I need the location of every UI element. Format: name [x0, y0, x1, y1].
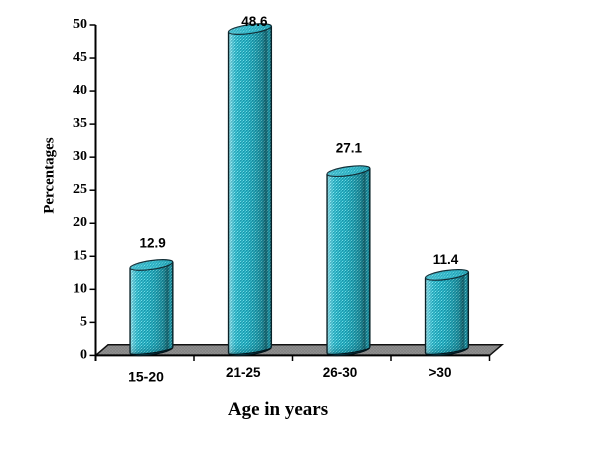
svg-text:12.9: 12.9 [139, 236, 165, 251]
svg-text:45: 45 [73, 50, 87, 65]
svg-text:25: 25 [73, 182, 87, 197]
svg-text:21-25: 21-25 [226, 365, 261, 380]
svg-text:35: 35 [73, 116, 87, 131]
svg-text:15-20: 15-20 [128, 369, 164, 385]
svg-text:27.1: 27.1 [336, 140, 363, 155]
svg-text:10: 10 [73, 281, 87, 296]
svg-text:11.4: 11.4 [433, 252, 459, 267]
svg-text:40: 40 [73, 83, 87, 98]
svg-text:Percentages: Percentages [42, 137, 58, 214]
svg-text:50: 50 [73, 17, 87, 32]
svg-text:0: 0 [80, 347, 87, 362]
svg-text:26-30: 26-30 [323, 365, 358, 380]
svg-text:48.6: 48.6 [241, 14, 268, 29]
svg-text:Age in years: Age in years [228, 399, 328, 420]
svg-text:>30: >30 [429, 365, 452, 380]
svg-text:30: 30 [73, 149, 87, 164]
svg-text:15: 15 [73, 248, 87, 263]
svg-text:20: 20 [73, 215, 87, 230]
svg-text:5: 5 [80, 314, 87, 329]
